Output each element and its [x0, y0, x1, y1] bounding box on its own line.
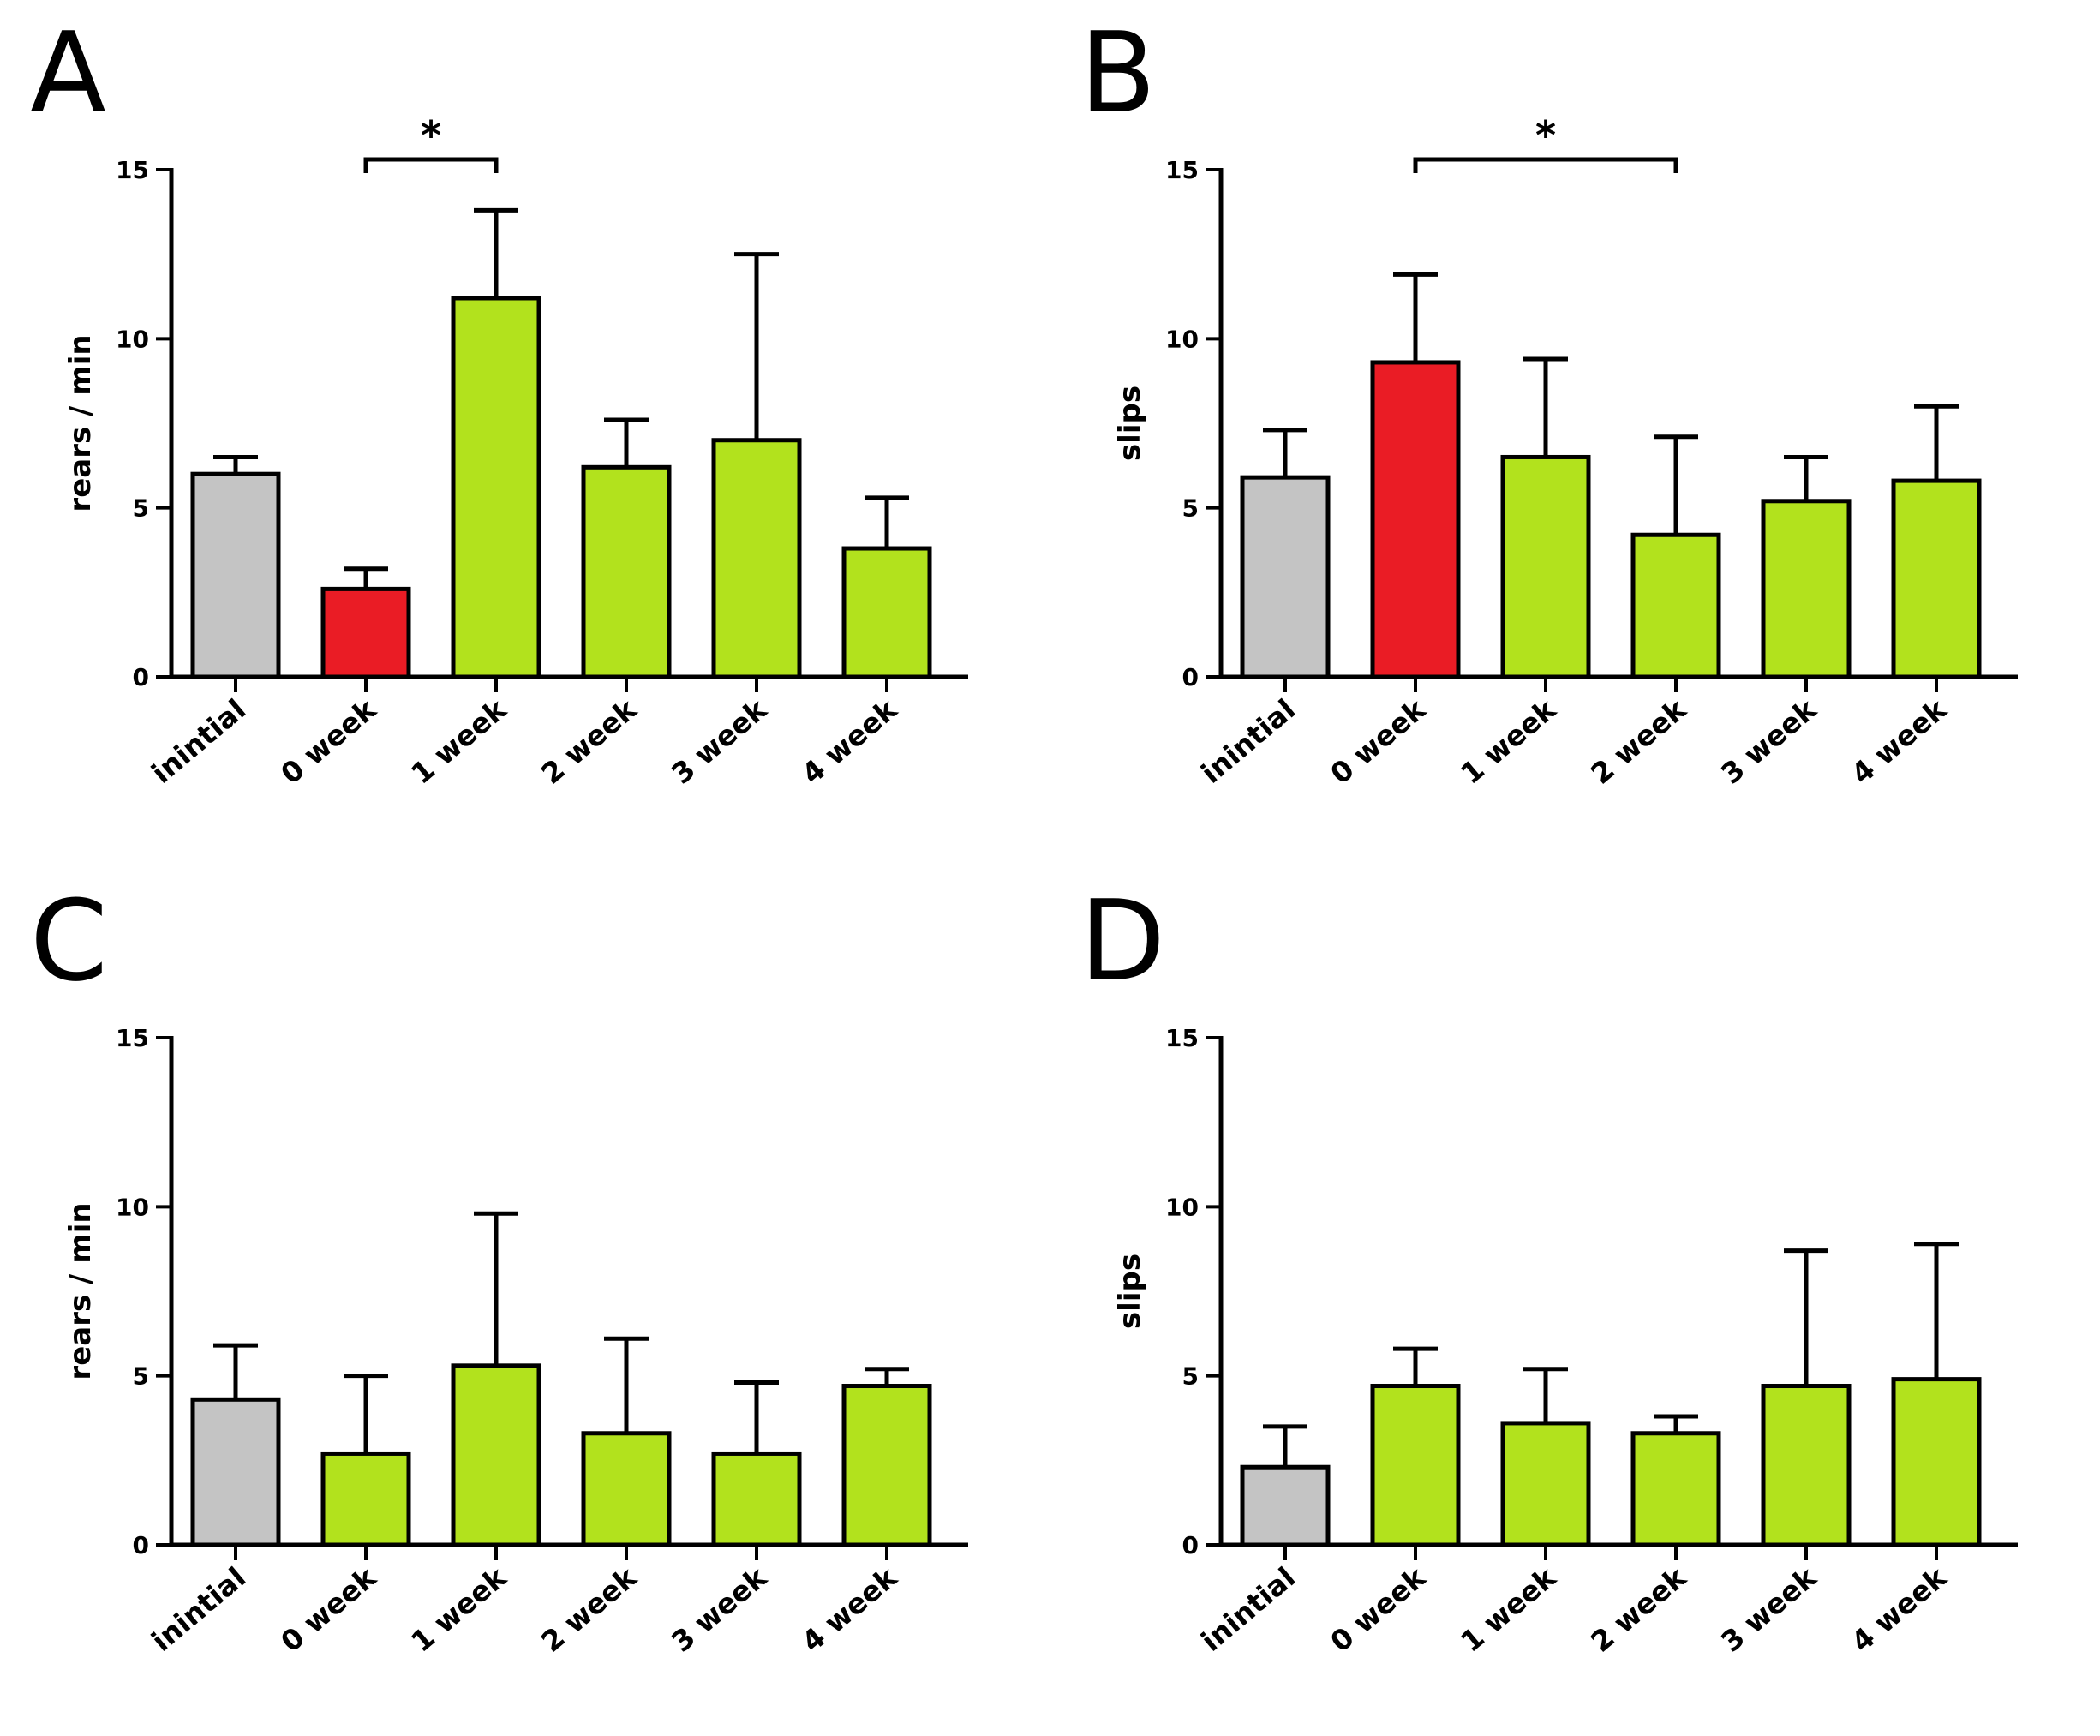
y-axis-title: rears / min [63, 1202, 98, 1380]
x-tick-label: 0 week [1324, 692, 1433, 791]
x-tick-label: 1 week [404, 692, 513, 791]
y-tick-label: 15 [1165, 1024, 1199, 1052]
x-tick-label: 1 week [1454, 1560, 1563, 1659]
significance-star: * [421, 112, 441, 159]
y-tick-label: 0 [1182, 1531, 1199, 1559]
bar-inintial [190, 471, 281, 679]
x-tick-label: 2 week [1584, 1560, 1693, 1659]
y-axis-title: rears / min [63, 334, 98, 512]
bar-1-week [1500, 1421, 1591, 1547]
panel-letter-a: A [30, 8, 106, 138]
y-tick-label: 10 [116, 1193, 149, 1221]
y-tick-label: 0 [133, 663, 149, 691]
y-tick-label: 10 [1165, 325, 1199, 353]
x-tick-label: 3 week [665, 1560, 774, 1659]
significance-bracket [363, 157, 499, 173]
y-tick-label: 5 [1182, 494, 1199, 523]
y-tick-label: 15 [116, 1024, 149, 1052]
bar-0-week [1370, 360, 1461, 679]
bar-0-week [1370, 1384, 1461, 1547]
x-tick-label: inintial [1194, 1560, 1301, 1658]
x-tick-label: 1 week [1454, 692, 1563, 791]
significance-bracket [1413, 157, 1678, 173]
x-tick-label: 0 week [274, 1560, 383, 1659]
bar-1-week [451, 296, 541, 679]
y-tick-label: 10 [116, 325, 149, 353]
x-tick-label: inintial [145, 1560, 252, 1658]
y-tick-label: 15 [1165, 156, 1199, 184]
y-tick-label: 0 [1182, 663, 1199, 691]
x-tick-label: 4 week [1845, 1560, 1953, 1659]
x-tick-label: 4 week [1845, 692, 1953, 791]
y-tick-label: 5 [133, 494, 149, 523]
x-tick-label: 3 week [1714, 1560, 1823, 1659]
bar-3-week [1761, 499, 1852, 679]
bar-inintial [190, 1397, 281, 1547]
bar-2-week [581, 464, 672, 679]
bar-0-week [320, 1451, 411, 1547]
significance-star: * [1535, 112, 1556, 159]
x-tick-label: 2 week [1584, 692, 1693, 791]
x-tick-label: 3 week [1714, 692, 1823, 791]
bar-4-week [1891, 1377, 1982, 1547]
panel-letter-d: D [1080, 876, 1165, 1006]
x-tick-label: inintial [1194, 692, 1301, 790]
x-tick-label: 1 week [404, 1560, 513, 1659]
x-tick-label: 3 week [665, 692, 774, 791]
x-tick-label: 4 week [795, 692, 904, 791]
bar-4-week [841, 546, 932, 679]
bar-3-week [711, 1451, 802, 1547]
bar-2-week [581, 1431, 672, 1547]
y-tick-label: 0 [133, 1531, 149, 1559]
y-tick-label: 5 [1182, 1362, 1199, 1391]
y-tick-label: 10 [1165, 1193, 1199, 1221]
x-tick-label: 4 week [795, 1560, 904, 1659]
y-tick-label: 15 [116, 156, 149, 184]
bar-inintial [1240, 475, 1331, 679]
bar-2-week [1630, 532, 1721, 679]
bar-2-week [1630, 1431, 1721, 1547]
x-tick-label: inintial [145, 692, 252, 790]
bar-inintial [1240, 1464, 1331, 1547]
bar-4-week [1891, 478, 1982, 679]
x-tick-label: 2 week [535, 692, 643, 791]
y-tick-label: 5 [133, 1362, 149, 1391]
bar-1-week [451, 1363, 541, 1547]
bar-0-week [320, 586, 411, 679]
panel-letter-c: C [30, 876, 108, 1006]
bar-1-week [1500, 454, 1591, 679]
x-tick-label: 0 week [1324, 1560, 1433, 1659]
x-tick-label: 2 week [535, 1560, 643, 1659]
y-axis-title: slips [1113, 386, 1147, 461]
panel-letter-b: B [1080, 8, 1156, 138]
bar-3-week [1761, 1384, 1852, 1547]
bar-4-week [841, 1384, 932, 1547]
y-axis-title: slips [1113, 1254, 1147, 1329]
bar-3-week [711, 438, 802, 679]
x-tick-label: 0 week [274, 692, 383, 791]
